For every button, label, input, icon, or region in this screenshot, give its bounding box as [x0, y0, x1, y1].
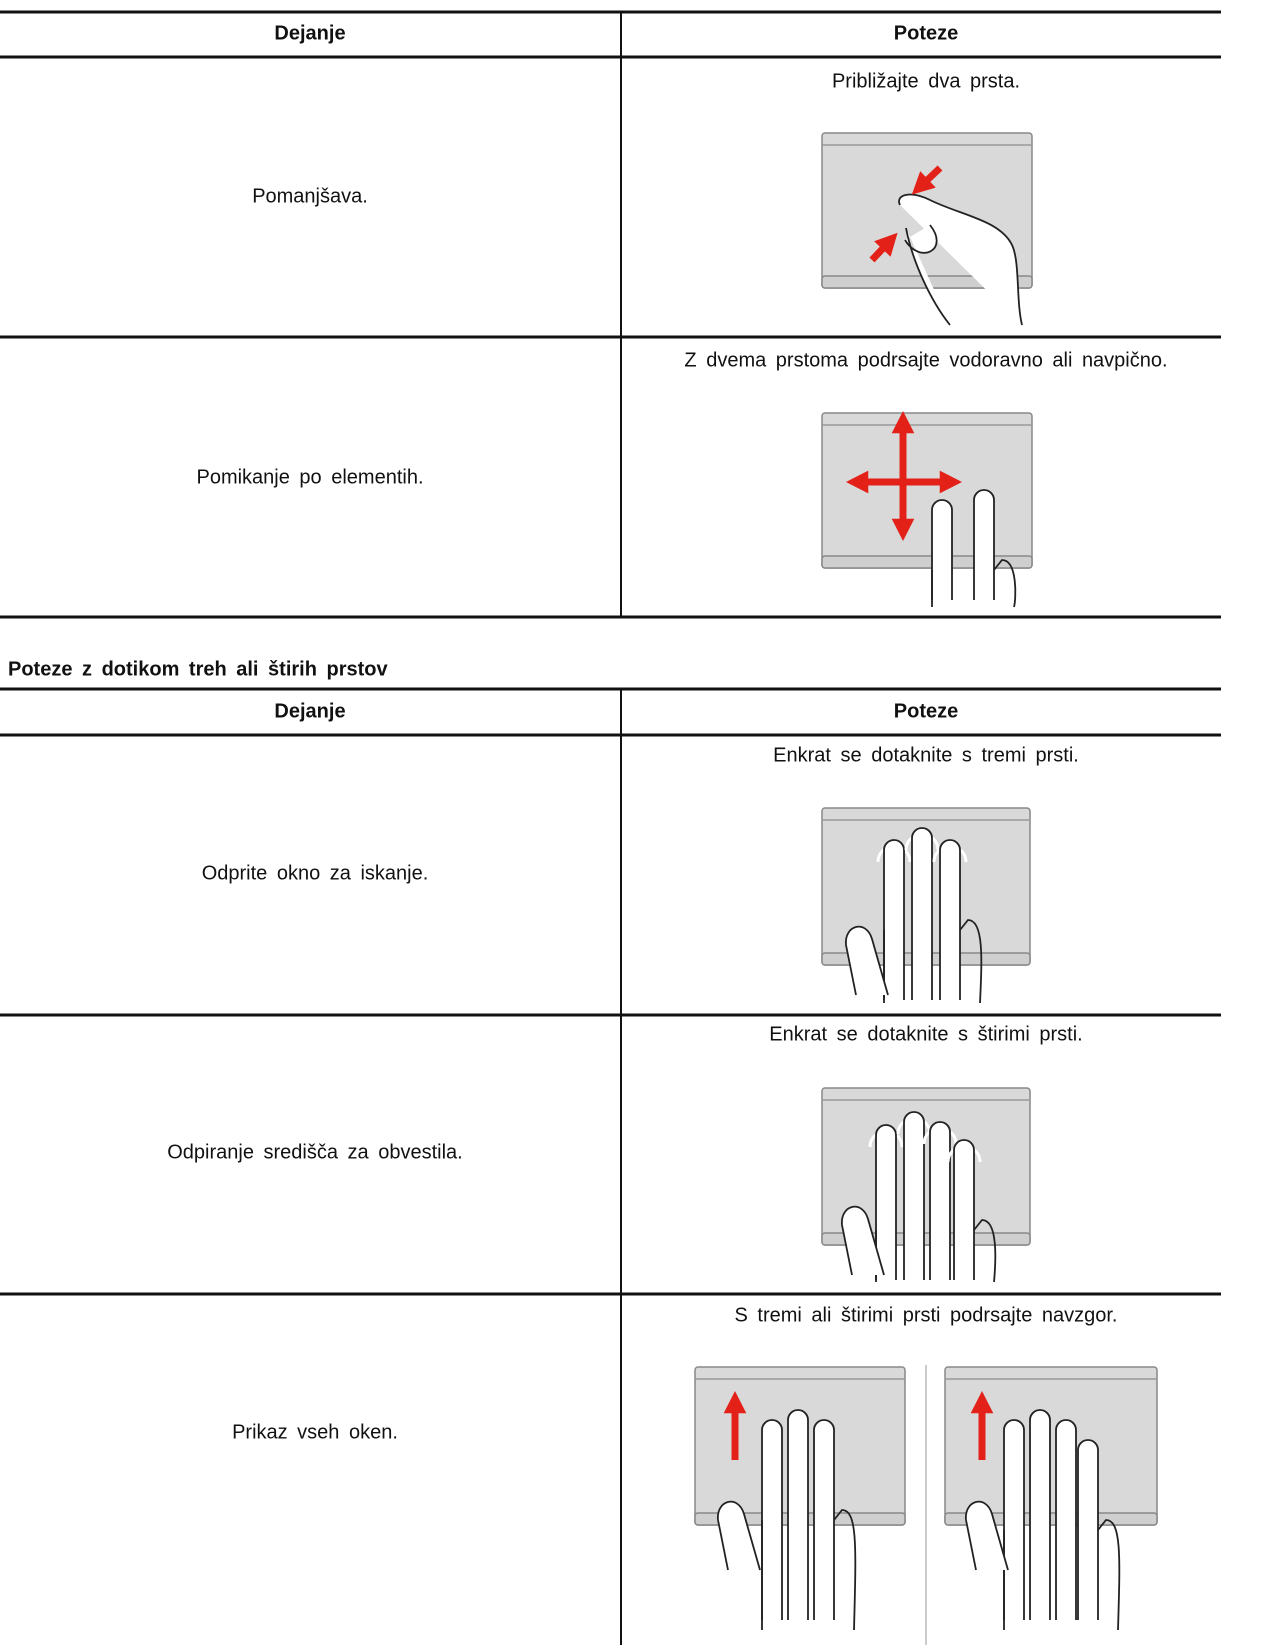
header-cell: Poteze	[894, 700, 958, 722]
action-cell: Pomanjšava.	[252, 185, 368, 207]
palm	[1003, 1519, 1121, 1631]
finger	[1003, 1419, 1025, 1620]
finger	[911, 827, 933, 1000]
thumb	[845, 925, 889, 996]
arrow-head	[891, 518, 915, 541]
arrow-head	[723, 1391, 747, 1414]
gesture-caption: Približajte dva prsta.	[832, 70, 1020, 92]
arrow-head	[970, 1391, 994, 1414]
arrow-head	[939, 470, 962, 494]
arrow-head	[874, 232, 898, 257]
finger	[929, 1121, 951, 1280]
thumb	[841, 1205, 885, 1276]
header-cell: Dejanje	[274, 700, 345, 722]
arrow-head	[846, 470, 869, 494]
gesture-caption: Enkrat se dotaknite s tremi prsti.	[773, 744, 1079, 766]
action-cell: Prikaz vseh oken.	[232, 1421, 398, 1443]
hand	[898, 193, 1023, 326]
finger	[931, 499, 953, 600]
finger	[813, 1419, 835, 1620]
arrow-head	[911, 171, 936, 195]
gesture-caption: Enkrat se dotaknite s štirimi prsti.	[769, 1023, 1082, 1045]
finger	[787, 1409, 809, 1620]
palm	[761, 1509, 857, 1631]
finger	[761, 1419, 783, 1620]
section-heading: Poteze z dotikom treh ali štirih prstov	[8, 658, 388, 680]
finger	[883, 839, 905, 1000]
arrow-head	[891, 411, 915, 434]
header-cell: Poteze	[894, 22, 958, 44]
finger	[939, 839, 961, 1000]
finger	[1029, 1409, 1051, 1620]
finger	[1077, 1439, 1099, 1620]
gesture-caption: Z dvema prstoma podrsajte vodoravno ali …	[684, 349, 1167, 371]
action-cell: Pomikanje po elementih.	[196, 466, 423, 488]
thumb	[965, 1500, 1009, 1571]
finger	[1055, 1419, 1077, 1620]
touchpad	[821, 412, 1033, 569]
thumb	[717, 1500, 761, 1571]
finger	[875, 1124, 897, 1280]
action-cell: Odpiranje središča za obvestila.	[167, 1141, 462, 1163]
action-cell: Odprite okno za iskanje.	[202, 862, 429, 884]
finger	[973, 489, 995, 600]
palm	[931, 559, 1017, 608]
header-cell: Dejanje	[274, 22, 345, 44]
gesture-caption: S tremi ali štirimi prsti podrsajte navz…	[734, 1304, 1117, 1326]
finger	[903, 1111, 925, 1280]
finger	[953, 1139, 975, 1280]
